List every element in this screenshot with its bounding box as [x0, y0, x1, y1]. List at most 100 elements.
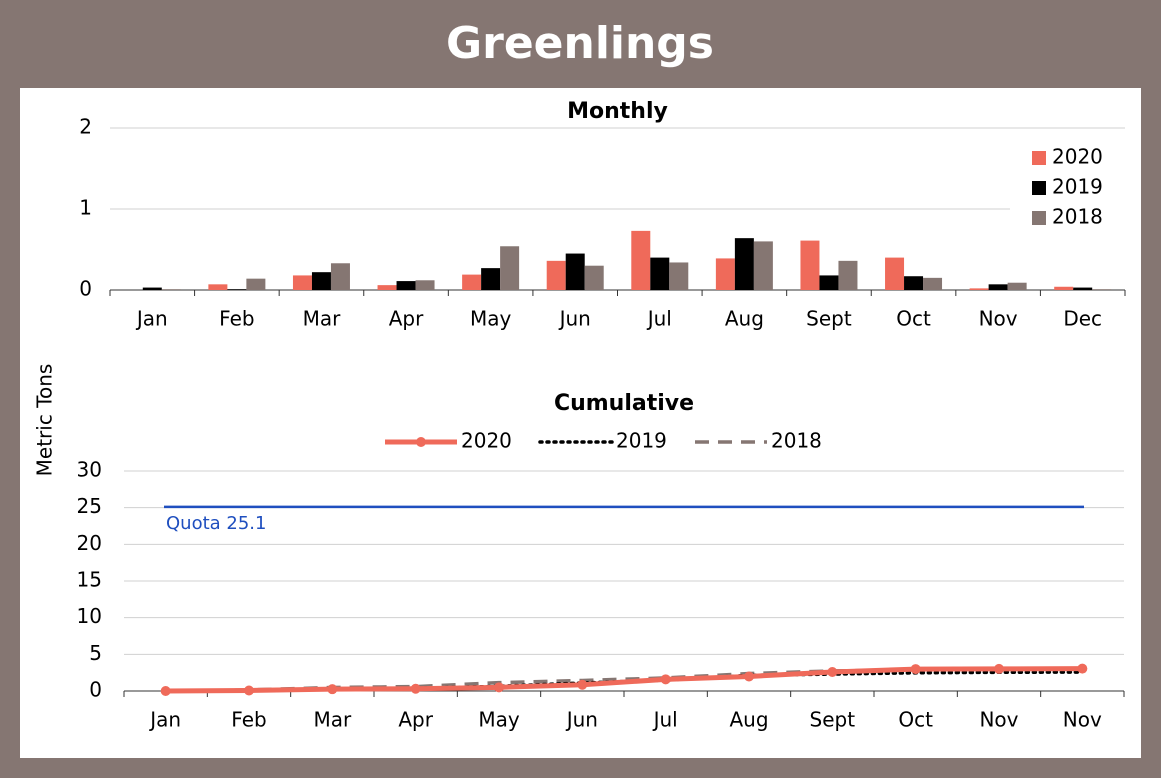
legend-label: 2019	[616, 429, 667, 453]
bar	[715, 258, 735, 290]
x-tick-label: Apr	[389, 307, 424, 331]
chart-title: Monthly	[567, 99, 668, 124]
x-tick-label: Jul	[652, 708, 678, 732]
bar	[753, 241, 773, 290]
y-tick-label: 20	[77, 531, 102, 555]
point	[160, 686, 171, 696]
bar	[396, 281, 416, 290]
x-tick-label: Nov	[1063, 708, 1102, 732]
bar	[819, 275, 839, 290]
y-tick-label: 2	[79, 115, 92, 139]
x-tick-label: Aug	[725, 307, 764, 331]
bar	[988, 284, 1008, 290]
bar	[208, 284, 228, 290]
legend-label: 2020	[1052, 145, 1103, 169]
x-tick-label: Mar	[313, 708, 352, 732]
bar	[885, 257, 905, 290]
x-tick-label: Aug	[729, 708, 768, 732]
bar	[1054, 286, 1074, 290]
x-tick-label: Sept	[806, 307, 852, 331]
legend-label: 2020	[461, 429, 512, 453]
page-title: Greenlings	[446, 18, 714, 69]
bar	[838, 260, 858, 290]
legend-box	[1010, 140, 1125, 235]
panel	[20, 88, 1141, 758]
legend-swatch	[1032, 151, 1046, 165]
chart-title: Cumulative	[554, 391, 694, 416]
y-axis-label: Metric Tons	[33, 364, 57, 477]
quota-label: Quota 25.1	[166, 513, 266, 534]
bar	[923, 277, 943, 290]
bar	[415, 280, 435, 290]
point	[827, 667, 838, 678]
point	[660, 674, 671, 685]
x-tick-label: Oct	[898, 708, 933, 732]
point	[494, 682, 504, 693]
bar	[800, 240, 820, 290]
bar	[227, 289, 247, 290]
x-tick-label: Apr	[398, 708, 433, 732]
bar	[311, 272, 331, 290]
y-tick-label: 30	[77, 458, 102, 482]
point	[744, 671, 754, 682]
bar	[161, 289, 181, 290]
bar	[330, 263, 350, 290]
x-tick-label: Jan	[135, 307, 168, 331]
legend-marker	[416, 437, 426, 447]
bar	[631, 230, 651, 290]
bar	[292, 275, 312, 290]
x-tick-label: Nov	[979, 307, 1018, 331]
bar	[1007, 282, 1027, 290]
bar	[650, 257, 670, 290]
y-tick-label: 5	[89, 641, 102, 665]
point	[577, 679, 588, 690]
point	[244, 685, 254, 696]
y-tick-label: 15	[77, 568, 102, 592]
y-tick-label: 0	[89, 678, 102, 702]
bar	[565, 253, 585, 290]
bar	[969, 288, 989, 290]
x-tick-label: Feb	[219, 307, 254, 331]
bar	[584, 265, 604, 290]
legend-label: 2018	[1052, 205, 1103, 229]
x-tick-label: Dec	[1063, 307, 1102, 331]
legend-label: 2019	[1052, 175, 1103, 199]
bar	[481, 268, 501, 290]
x-tick-label: Nov	[979, 708, 1018, 732]
x-tick-label: Jun	[558, 307, 591, 331]
bar	[734, 238, 754, 290]
x-tick-label: May	[478, 708, 520, 732]
point	[410, 683, 421, 694]
x-tick-label: Feb	[231, 708, 266, 732]
x-tick-label: Mar	[303, 307, 342, 331]
bar	[546, 260, 566, 290]
bar	[1092, 289, 1112, 290]
bar	[669, 262, 689, 290]
legend-swatch	[1032, 181, 1046, 195]
bar	[500, 246, 520, 290]
y-tick-label: 25	[77, 494, 102, 518]
point	[994, 663, 1004, 674]
x-tick-label: Oct	[896, 307, 931, 331]
bar	[246, 278, 266, 290]
legend-swatch	[1032, 211, 1046, 225]
bar	[462, 274, 482, 290]
bar	[142, 287, 162, 290]
point	[327, 684, 338, 695]
bar	[904, 276, 924, 290]
x-tick-label: Jul	[646, 307, 672, 331]
y-tick-label: 10	[77, 604, 102, 628]
y-tick-label: 1	[79, 196, 92, 220]
bar	[377, 285, 397, 290]
y-tick-label: 0	[79, 277, 92, 301]
point	[1077, 663, 1088, 674]
x-tick-label: May	[470, 307, 512, 331]
point	[910, 664, 921, 675]
bar	[1073, 287, 1093, 290]
x-tick-label: Sept	[810, 708, 856, 732]
x-tick-label: Jan	[148, 708, 181, 732]
x-tick-label: Jun	[565, 708, 598, 732]
line	[165, 666, 1083, 694]
